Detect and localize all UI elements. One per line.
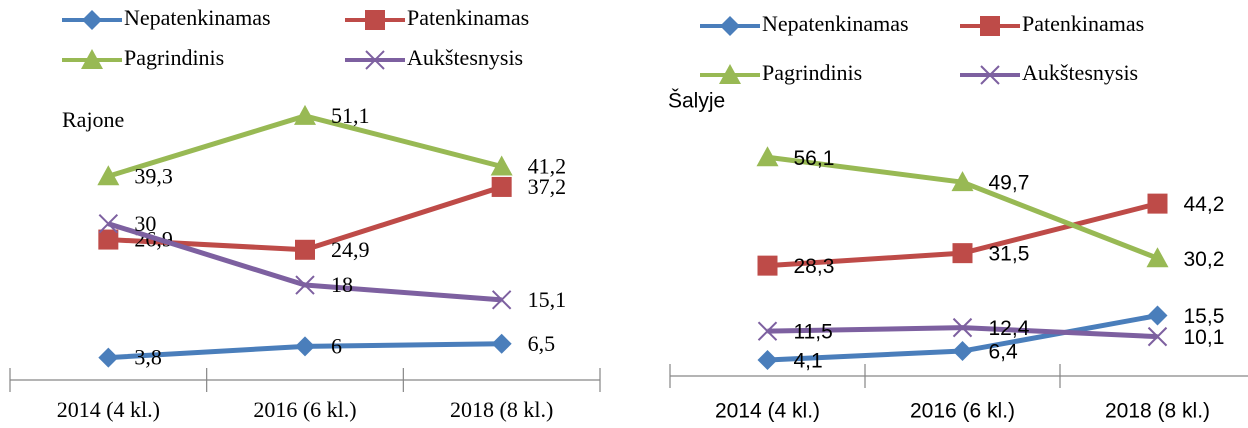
data-label: 10,1	[1184, 326, 1225, 349]
data-label: 30,2	[1184, 248, 1225, 271]
marker	[491, 333, 512, 354]
marker	[294, 104, 316, 125]
data-label: 4,1	[794, 350, 823, 373]
legend-label: Aukštesnysis	[1022, 60, 1138, 85]
data-label: 49,7	[989, 172, 1030, 195]
marker	[952, 341, 973, 362]
data-label: 15,1	[528, 287, 567, 312]
marker	[365, 50, 385, 70]
legend-label: Patenkinamas	[407, 5, 529, 30]
data-label: 6,5	[528, 331, 556, 356]
legend-label: Aukštesnysis	[407, 45, 523, 70]
legend-label: Pagrindinis	[124, 45, 224, 70]
marker	[81, 49, 103, 69]
marker	[757, 321, 778, 341]
marker	[980, 65, 1000, 85]
data-label: 51,1	[331, 103, 370, 128]
marker	[491, 176, 512, 197]
data-label: 24,9	[331, 237, 370, 262]
chart: 2014 (4 kl.) 2016 (6 kl.) 2018 (8 kl.) Rajo…	[9, 5, 601, 422]
marker	[952, 243, 973, 264]
legend-label: Nepatenkinamas	[124, 5, 271, 30]
x-tick-label: 2016 (6 kl.)	[253, 397, 356, 422]
legend-label: Pagrindinis	[762, 60, 862, 85]
x-tick-label: 2014 (4 kl.)	[57, 397, 160, 422]
marker	[365, 10, 385, 30]
marker	[951, 171, 974, 192]
chart: 2014 (4 kl.) 2016 (6 kl.) 2018 (8 kl.) Šaly…	[668, 11, 1248, 423]
marker	[757, 255, 778, 276]
data-label: 39,3	[134, 163, 173, 188]
marker	[980, 16, 1000, 36]
data-label: 41,2	[528, 154, 567, 179]
data-label: 11,5	[794, 321, 833, 344]
data-label: 30	[134, 211, 156, 236]
legend-label: Patenkinamas	[1022, 11, 1144, 36]
data-label: 31,5	[989, 243, 1030, 266]
marker	[719, 64, 741, 84]
marker	[952, 317, 973, 338]
data-label: 44,2	[1184, 193, 1225, 216]
marker	[1147, 305, 1168, 326]
marker	[1147, 326, 1168, 347]
data-label: 6	[331, 333, 342, 358]
marker	[295, 336, 315, 357]
data-label: 37,2	[528, 174, 567, 199]
data-label: 6,4	[989, 341, 1019, 364]
x-tick-label: 2018 (8 kl.)	[450, 397, 553, 422]
marker	[98, 347, 119, 368]
marker	[1147, 193, 1168, 214]
marker	[491, 290, 512, 310]
data-label: 28,3	[794, 255, 835, 278]
legend-label: Nepatenkinamas	[762, 11, 909, 36]
x-tick-label: 2016 (6 kl.)	[910, 400, 1015, 423]
marker	[295, 275, 315, 295]
marker	[1146, 247, 1169, 268]
marker	[82, 10, 102, 30]
x-tick-label: 2014 (4 kl.)	[715, 400, 820, 423]
marker	[98, 229, 119, 250]
data-label: 18	[331, 272, 353, 297]
data-label: 3,8	[134, 345, 162, 370]
marker	[98, 214, 119, 234]
data-label: 56,1	[794, 147, 835, 170]
chart-title: Rajone	[62, 107, 124, 132]
marker	[757, 350, 778, 371]
marker	[720, 16, 740, 36]
marker	[295, 239, 315, 260]
marker	[97, 165, 120, 186]
marker	[756, 146, 779, 167]
chart-title: Šalyje	[668, 90, 725, 113]
marker	[490, 155, 513, 176]
data-label: 15,5	[1184, 305, 1225, 328]
x-tick-label: 2018 (8 kl.)	[1105, 400, 1210, 423]
data-label: 12,4	[989, 317, 1030, 340]
